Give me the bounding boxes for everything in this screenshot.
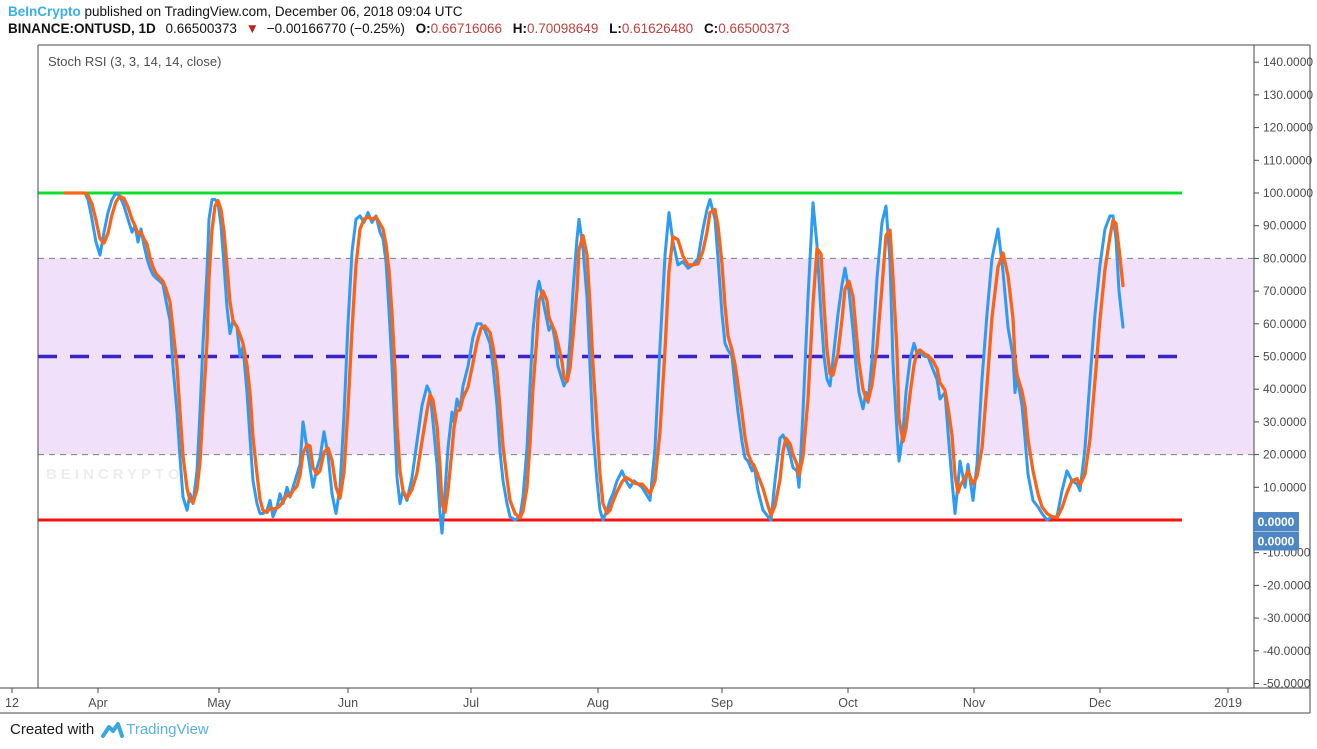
low-label: L: (609, 21, 622, 36)
y-axis-label: 120.0000 (1263, 121, 1313, 135)
y-axis-label: 40.0000 (1263, 382, 1307, 396)
x-axis-label: Sep (711, 696, 733, 710)
x-axis-label: Dec (1089, 696, 1111, 710)
y-axis-label: 30.0000 (1263, 415, 1307, 429)
y-axis-label: 80.0000 (1263, 251, 1307, 265)
tradingview-logo-icon (101, 721, 125, 738)
time-scale[interactable] (0, 688, 1310, 713)
price-badge (1253, 531, 1299, 551)
x-axis-label: Apr (88, 696, 107, 710)
x-axis-label: Jul (463, 696, 479, 710)
high-value: 0.70098649 (527, 21, 599, 36)
y-axis-label: 140.0000 (1263, 55, 1313, 69)
price-badge (1253, 512, 1299, 531)
low-value: 0.61626480 (621, 21, 694, 36)
publish-line: BeInCrypto published on TradingView.com,… (8, 4, 463, 19)
price-badge-label: 0.0000 (1258, 515, 1295, 529)
y-axis-label: -20.0000 (1263, 578, 1311, 592)
indicator-title[interactable]: Stoch RSI (3, 3, 14, 14, close) (48, 54, 222, 69)
high-label: H: (512, 21, 527, 36)
publish-text: published on TradingView.com, December 0… (80, 4, 463, 19)
x-axis-label: Jun (338, 696, 358, 710)
price-scale[interactable] (1254, 45, 1310, 688)
y-axis-label: 50.0000 (1263, 350, 1307, 364)
x-axis-label: Oct (838, 696, 858, 710)
x-axis-label: May (207, 696, 231, 710)
y-axis-label: 10.0000 (1263, 480, 1307, 494)
price-badge-label: 0.0000 (1258, 535, 1295, 549)
tradingview-link[interactable]: TradingView (126, 721, 209, 738)
x-axis-label: Aug (587, 696, 609, 710)
x-axis-label: 12 (5, 696, 19, 710)
price-change: −0.00166770 (−0.25%) (266, 21, 405, 36)
stoch-d-line (63, 191, 1125, 520)
open-value: 0.66716066 (430, 21, 502, 36)
stoch-k-line (63, 191, 1125, 535)
y-axis-label: 100.0000 (1263, 186, 1313, 200)
created-with-text: Created with (10, 721, 95, 738)
x-axis-label: Nov (963, 696, 986, 710)
y-axis-label: 20.0000 (1263, 448, 1307, 462)
beincrypto-brand: BeInCrypto (8, 4, 81, 19)
y-axis-label: 110.0000 (1263, 153, 1312, 167)
last-price: 0.66500373 (165, 21, 237, 36)
y-axis-label: 60.0000 (1263, 317, 1307, 331)
y-axis-label: -30.0000 (1263, 611, 1311, 625)
price-down-icon: ▼ (245, 21, 259, 36)
y-axis-label: -40.0000 (1263, 644, 1311, 658)
y-axis-label: 70.0000 (1263, 284, 1307, 298)
close-label: C: (703, 21, 719, 36)
open-label: O: (415, 21, 431, 36)
footer: Created with TradingView (10, 721, 209, 738)
y-axis-label: 90.0000 (1263, 219, 1307, 233)
watermark-text: BEINCRYPTO (46, 466, 184, 483)
symbol-line: BINANCE:ONTUSD, 1D 0.66500373 ▼ −0.00166… (8, 21, 790, 36)
symbol-name[interactable]: BINANCE:ONTUSD, 1D (8, 21, 156, 36)
x-axis-label: 2019 (1214, 696, 1242, 710)
close-value: 0.66500373 (718, 21, 790, 36)
y-axis-label: -50.0000 (1263, 677, 1311, 691)
y-axis-label: 130.0000 (1263, 88, 1313, 102)
